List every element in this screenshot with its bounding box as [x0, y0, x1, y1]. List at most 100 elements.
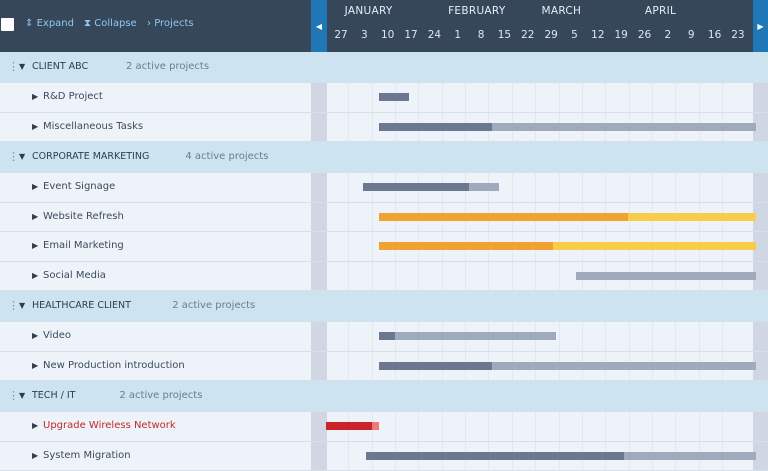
week-label: 10 — [376, 29, 400, 41]
gridline — [442, 262, 443, 291]
gridline — [605, 83, 606, 112]
gridline — [652, 322, 653, 351]
gridline — [652, 412, 653, 441]
project-row[interactable]: ▶ Miscellaneous Tasks — [0, 113, 768, 143]
task-bar[interactable] — [366, 452, 756, 460]
week-label: 23 — [726, 29, 750, 41]
projects-button[interactable]: › Projects — [147, 18, 194, 29]
caret-right-icon[interactable]: ▶ — [32, 122, 38, 131]
timeline-right-gutter — [753, 83, 768, 112]
gridline — [582, 173, 583, 202]
task-progress — [379, 332, 395, 340]
collapse-button[interactable]: ⧗ Collapse — [84, 18, 137, 29]
group-count: 2 active projects — [126, 61, 209, 72]
caret-right-icon[interactable]: ▶ — [32, 421, 38, 430]
drag-handle-icon[interactable]: ⋮ — [8, 390, 19, 401]
task-bar[interactable] — [379, 242, 756, 250]
caret-right-icon[interactable]: ▶ — [32, 182, 38, 191]
drag-handle-icon[interactable]: ⋮ — [8, 300, 19, 311]
drag-handle-icon[interactable]: ⋮ — [8, 61, 19, 72]
gridline — [582, 83, 583, 112]
project-name[interactable]: Website Refresh — [43, 211, 124, 222]
task-progress — [379, 242, 552, 250]
gridline — [348, 203, 349, 232]
task-bar[interactable] — [379, 213, 756, 221]
caret-down-icon[interactable]: ▼ — [19, 152, 25, 161]
gridline — [699, 173, 700, 202]
project-row[interactable]: ▶ Website Refresh — [0, 203, 768, 233]
project-row[interactable]: ▶ Event Signage — [0, 173, 768, 203]
caret-right-icon[interactable]: ▶ — [32, 92, 38, 101]
caret-down-icon[interactable]: ▼ — [19, 391, 25, 400]
timeline-left-gutter — [311, 173, 327, 202]
gridline — [442, 412, 443, 441]
project-name[interactable]: Miscellaneous Tasks — [43, 121, 143, 132]
timeline-left-gutter — [311, 322, 327, 351]
project-row[interactable]: ▶ Video — [0, 322, 768, 352]
project-name[interactable]: System Migration — [43, 450, 131, 461]
task-bar[interactable] — [379, 362, 756, 370]
caret-right-icon[interactable]: ▶ — [32, 451, 38, 460]
project-name[interactable]: Video — [43, 330, 71, 341]
project-row[interactable]: ▶ Social Media — [0, 262, 768, 292]
project-row[interactable]: ▶ R&D Project — [0, 83, 768, 113]
caret-down-icon[interactable]: ▼ — [19, 301, 25, 310]
scroll-left-button[interactable]: ◀ — [311, 0, 327, 52]
expand-button[interactable]: ⇕ Expand — [25, 18, 74, 29]
week-label: 26 — [633, 29, 657, 41]
project-row[interactable]: ▶ New Production introduction — [0, 352, 768, 382]
project-name[interactable]: Upgrade Wireless Network — [43, 420, 176, 431]
scroll-right-button[interactable]: ▶ — [753, 0, 768, 52]
drag-handle-icon[interactable]: ⋮ — [8, 151, 19, 162]
gridline — [348, 232, 349, 261]
gridline — [559, 262, 560, 291]
collapse-icon: ⧗ — [84, 18, 91, 29]
project-name[interactable]: Social Media — [43, 270, 106, 281]
caret-right-icon[interactable]: ▶ — [32, 271, 38, 280]
week-label: 19 — [609, 29, 633, 41]
week-label: 15 — [492, 29, 516, 41]
caret-right-icon[interactable]: ▶ — [32, 212, 38, 221]
project-name[interactable]: R&D Project — [43, 91, 103, 102]
task-bar[interactable] — [379, 93, 409, 101]
gridline — [395, 412, 396, 441]
task-bar[interactable] — [326, 422, 379, 430]
project-row[interactable]: ▶ Upgrade Wireless Network — [0, 412, 768, 442]
project-name[interactable]: Email Marketing — [43, 240, 124, 251]
select-all-checkbox[interactable] — [1, 18, 14, 31]
task-bar[interactable] — [379, 332, 556, 340]
gridline — [559, 173, 560, 202]
caret-right-icon[interactable]: ▶ — [32, 361, 38, 370]
caret-down-icon[interactable]: ▼ — [19, 62, 25, 71]
gridline — [559, 322, 560, 351]
task-bar[interactable] — [363, 183, 500, 191]
caret-right-icon[interactable]: ▶ — [32, 331, 38, 340]
gridline — [675, 322, 676, 351]
task-bar[interactable] — [576, 272, 756, 280]
project-name[interactable]: Event Signage — [43, 181, 115, 192]
timeline-left-gutter — [311, 203, 327, 232]
gridline — [348, 352, 349, 381]
gridline — [675, 173, 676, 202]
gridline — [512, 412, 513, 441]
project-row[interactable]: ▶ Email Marketing — [0, 232, 768, 262]
task-progress — [379, 93, 409, 101]
group-count: 2 active projects — [172, 300, 255, 311]
gridline — [395, 262, 396, 291]
gridline — [699, 412, 700, 441]
caret-right-icon[interactable]: ▶ — [32, 241, 38, 250]
timeline-right-gutter — [753, 412, 768, 441]
gridline — [512, 173, 513, 202]
project-name[interactable]: New Production introduction — [43, 360, 185, 371]
chevron-right-icon: › — [147, 18, 151, 29]
timeline-right-gutter — [753, 173, 768, 202]
month-label: FEBRUARY — [448, 5, 505, 17]
project-row[interactable]: ▶ System Migration — [0, 442, 768, 471]
gridline — [699, 83, 700, 112]
gridline — [372, 262, 373, 291]
task-bar[interactable] — [379, 123, 756, 131]
